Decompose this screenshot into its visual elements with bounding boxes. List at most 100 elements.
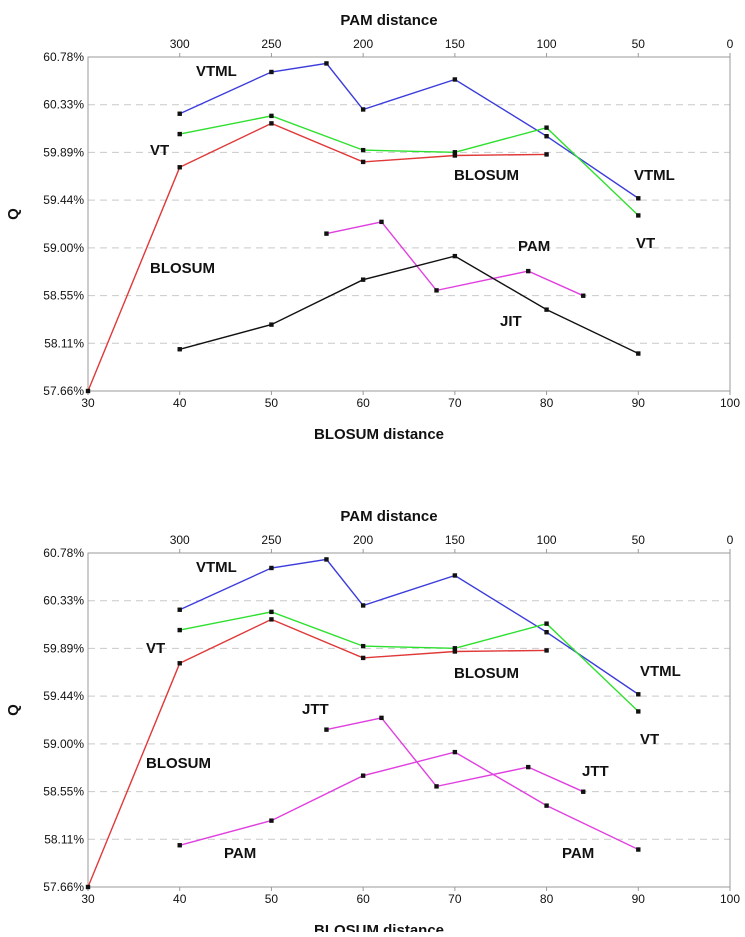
top-tick-label: 50 <box>632 533 646 547</box>
data-point <box>324 231 329 236</box>
series-line-blosum <box>87 618 547 888</box>
data-point <box>636 196 641 201</box>
data-point <box>269 617 274 622</box>
top-axis-title: PAM distance <box>340 12 437 29</box>
y-tick-label: 59.89% <box>43 145 84 159</box>
data-point <box>360 603 366 608</box>
data-point <box>636 692 641 697</box>
data-point <box>544 630 549 635</box>
data-point <box>324 557 329 562</box>
y-tick-label: 58.11% <box>44 832 84 846</box>
data-point <box>269 818 274 823</box>
series-label-blosum-left: BLOSUM <box>146 755 211 772</box>
x-tick-label: 30 <box>81 892 95 906</box>
data-point <box>360 643 366 649</box>
data-point <box>177 607 182 612</box>
top-tick-label: 0 <box>727 37 734 51</box>
series-label-jtt-left: JTT <box>302 701 329 718</box>
series-label-blosum-left: BLOSUM <box>150 260 215 277</box>
series-line-vt <box>179 115 639 216</box>
data-point <box>434 288 439 293</box>
y-tick-label: 60.33% <box>43 98 84 112</box>
top-tick-label: 150 <box>445 533 465 547</box>
data-point <box>177 843 182 848</box>
data-point <box>324 61 329 66</box>
bottom-axis-title: BLOSUM distance <box>314 426 444 443</box>
x-tick-label: 60 <box>356 396 370 410</box>
data-point <box>269 69 274 75</box>
data-point <box>452 649 458 654</box>
x-tick-label: 100 <box>720 396 740 410</box>
data-point <box>85 388 91 394</box>
series-line-vtml <box>179 62 639 199</box>
top-tick-label: 0 <box>727 533 734 547</box>
x-tick-label: 80 <box>540 396 554 410</box>
data-point <box>452 646 458 651</box>
data-point <box>360 159 366 165</box>
data-point <box>269 565 274 571</box>
series-label-vt-left: VT <box>150 142 169 159</box>
data-point <box>544 803 549 808</box>
data-point <box>269 113 274 119</box>
top-axis-title: PAM distance <box>340 508 437 525</box>
series-label-jit-mid: JIT <box>500 313 522 330</box>
data-point <box>324 727 329 732</box>
series-label-vtml-left: VTML <box>196 63 237 80</box>
y-tick-label: 60.78% <box>43 546 84 560</box>
top-tick-label: 250 <box>261 533 281 547</box>
data-point <box>636 709 641 714</box>
y-tick-label: 59.44% <box>43 689 84 703</box>
y-tick-label: 60.33% <box>43 594 84 608</box>
q-chart-bottom: 57.66% 58.11% 58.55% 59.00% 59.44% 59.89% 60.3… <box>0 466 745 937</box>
data-point <box>636 351 641 356</box>
plot-frame <box>87 552 731 888</box>
y-axis-title: Q <box>5 704 22 716</box>
series-label-vt-left: VT <box>146 640 165 657</box>
x-tick-label: 60 <box>356 892 370 906</box>
top-tick-label: 50 <box>632 37 646 51</box>
data-point <box>269 322 274 327</box>
series-line-blosum <box>87 122 547 392</box>
series-label-blosum-mid: BLOSUM <box>454 665 519 682</box>
x-tick-label: 100 <box>720 892 740 906</box>
data-point <box>434 784 439 789</box>
series-line-pam <box>179 751 639 851</box>
series-label-pam-mid: PAM <box>518 238 550 255</box>
data-point <box>544 134 549 139</box>
bottom-axis-title: BLOSUM distance <box>314 922 444 932</box>
data-point <box>85 884 91 890</box>
data-point <box>452 749 458 755</box>
data-point <box>452 573 458 578</box>
series-line-pam <box>326 221 584 297</box>
data-point <box>526 268 531 274</box>
data-point <box>379 715 384 721</box>
data-point <box>544 648 549 653</box>
series-line-vtml <box>179 558 639 695</box>
data-point <box>269 609 274 615</box>
x-tick-label: 80 <box>540 892 554 906</box>
series-label-vtml-right: VTML <box>634 167 675 184</box>
data-point <box>177 661 182 666</box>
data-point <box>360 773 366 778</box>
q-chart-top: 57.66% 58.11% 58.55% 59.00% 59.44% 59.89% 60.3… <box>0 0 745 466</box>
series-label-vtml-right: VTML <box>640 663 681 680</box>
data-point <box>452 77 458 82</box>
y-tick-label: 58.11% <box>44 336 84 350</box>
data-point <box>177 131 182 137</box>
data-point <box>379 219 384 225</box>
top-tick-label: 300 <box>170 533 190 547</box>
x-tick-label: 40 <box>173 892 187 906</box>
series-label-jtt-right: JTT <box>582 763 609 780</box>
data-point <box>177 627 182 633</box>
data-point <box>581 789 586 794</box>
x-tick-label: 90 <box>632 396 646 410</box>
top-tick-label: 300 <box>170 37 190 51</box>
data-point <box>544 125 549 130</box>
y-tick-label: 58.55% <box>43 785 84 799</box>
plot-frame <box>87 56 731 392</box>
y-tick-label: 59.44% <box>43 193 84 207</box>
series-line-black-4 <box>179 255 639 355</box>
x-tick-label: 40 <box>173 396 187 410</box>
series-label-vt-right: VT <box>636 235 655 252</box>
data-point <box>177 165 182 170</box>
